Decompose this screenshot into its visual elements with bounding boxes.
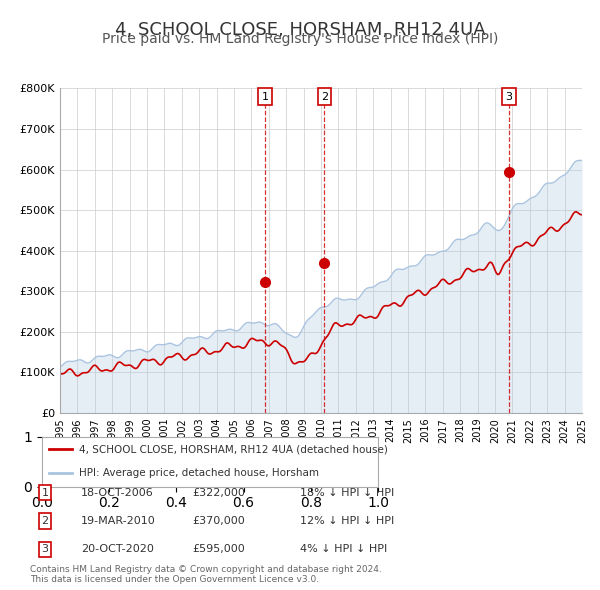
Text: 3: 3 — [41, 545, 49, 554]
Text: 18% ↓ HPI ↓ HPI: 18% ↓ HPI ↓ HPI — [300, 488, 394, 497]
Text: 4, SCHOOL CLOSE, HORSHAM, RH12 4UA: 4, SCHOOL CLOSE, HORSHAM, RH12 4UA — [115, 21, 485, 39]
Text: £595,000: £595,000 — [192, 545, 245, 554]
Text: 12% ↓ HPI ↓ HPI: 12% ↓ HPI ↓ HPI — [300, 516, 394, 526]
Text: £370,000: £370,000 — [192, 516, 245, 526]
Text: 4% ↓ HPI ↓ HPI: 4% ↓ HPI ↓ HPI — [300, 545, 387, 554]
Text: HPI: Average price, detached house, Horsham: HPI: Average price, detached house, Hors… — [79, 468, 319, 478]
Text: 2: 2 — [41, 516, 49, 526]
Text: 1: 1 — [41, 488, 49, 497]
Text: Contains HM Land Registry data © Crown copyright and database right 2024.
This d: Contains HM Land Registry data © Crown c… — [30, 565, 382, 584]
Text: 2: 2 — [321, 91, 328, 101]
Text: 20-OCT-2020: 20-OCT-2020 — [81, 545, 154, 554]
Text: 3: 3 — [505, 91, 512, 101]
Text: 18-OCT-2006: 18-OCT-2006 — [81, 488, 154, 497]
Text: 4, SCHOOL CLOSE, HORSHAM, RH12 4UA (detached house): 4, SCHOOL CLOSE, HORSHAM, RH12 4UA (deta… — [79, 444, 388, 454]
Text: 19-MAR-2010: 19-MAR-2010 — [81, 516, 156, 526]
Text: Price paid vs. HM Land Registry's House Price Index (HPI): Price paid vs. HM Land Registry's House … — [102, 32, 498, 47]
Text: £322,000: £322,000 — [192, 488, 245, 497]
Text: 1: 1 — [262, 91, 269, 101]
